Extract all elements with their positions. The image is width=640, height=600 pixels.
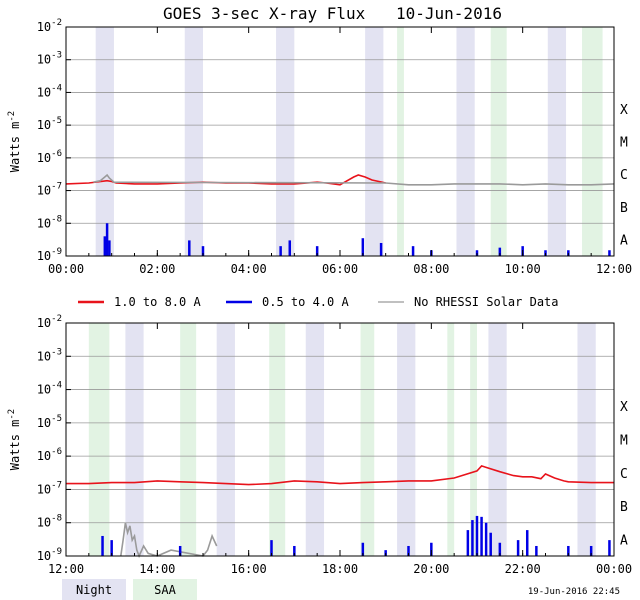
y-tick-label: 10-4 [37, 83, 62, 99]
y-tick-label: 10-3 [37, 51, 62, 67]
series-line-no-rhessi [93, 173, 615, 186]
flare-class-label: A [620, 533, 628, 548]
legend-label: 0.5 to 4.0 A [262, 295, 349, 309]
flare-class-label: M [620, 434, 628, 449]
x-tick-label: 08:00 [413, 262, 449, 276]
y-tick-label: 10-2 [37, 314, 62, 330]
saa-band [269, 323, 286, 556]
saa-band [470, 323, 477, 556]
x-tick-label: 12:00 [596, 262, 632, 276]
night-band [125, 323, 144, 556]
shading-legend-label: Night [76, 583, 112, 597]
night-band [276, 27, 295, 256]
x-tick-label: 00:00 [48, 262, 84, 276]
plot-frame [65, 26, 615, 257]
saa-band [447, 323, 455, 556]
shading-legend-swatch [62, 579, 126, 600]
y-tick-label: 10-2 [37, 18, 62, 34]
night-band [365, 27, 384, 256]
shading-legend-swatch [133, 579, 197, 600]
x-tick-label: 20:00 [413, 562, 449, 576]
plot-frame [65, 322, 615, 557]
footer-timestamp: 19-Jun-2016 22:45 [528, 587, 620, 597]
flare-class-label: M [620, 136, 628, 151]
x-tick-label: 06:00 [322, 262, 358, 276]
night-band [577, 323, 596, 556]
y-tick-label: 10-4 [37, 381, 62, 397]
flare-class-label: A [620, 234, 628, 249]
y-axis-label: Watts m-2 [7, 111, 22, 172]
y-tick-label: 10-3 [37, 347, 62, 363]
y-tick-label: 10-5 [37, 116, 62, 132]
bottom-panel: 10-2 10-3 10-4 10-5 10-6 10-7 10-8 10-9 X M C B A 12:… [7, 314, 632, 576]
night-band [456, 27, 475, 256]
series-line-long-channel [66, 464, 614, 486]
y-tick-label: 10-7 [37, 480, 62, 496]
night-band [397, 323, 416, 556]
x-tick-label: 02:00 [139, 262, 175, 276]
x-tick-label: 22:00 [505, 562, 541, 576]
flare-class-label: C [620, 467, 628, 482]
shading-legend-label: SAA [154, 583, 176, 597]
y-tick-label: 10-5 [37, 414, 62, 430]
top-panel: 10-2 10-3 10-4 10-5 10-6 10-7 10-8 10-9 X M C B A 00:… [7, 18, 632, 276]
saa-band [582, 27, 603, 256]
night-band [547, 27, 567, 256]
saa-band [397, 27, 404, 256]
legend-label: No RHESSI Solar Data [414, 295, 559, 309]
saa-band [490, 27, 507, 256]
y-tick-label: 10-8 [37, 214, 62, 230]
y-tick-label: 10-9 [37, 547, 62, 563]
y-tick-label: 10-7 [37, 182, 62, 198]
y-tick-label: 10-8 [37, 514, 62, 530]
y-tick-label: 10-6 [37, 447, 62, 463]
x-tick-label: 16:00 [231, 562, 267, 576]
saa-band [180, 323, 197, 556]
chart-title: GOES 3-sec X-ray Flux [163, 4, 366, 23]
x-tick-label: 12:00 [48, 562, 84, 576]
flare-class-label: X [620, 400, 628, 415]
flare-class-label: B [620, 201, 628, 216]
x-tick-label: 00:00 [596, 562, 632, 576]
chart-date: 10-Jun-2016 [396, 4, 502, 23]
night-band [216, 323, 235, 556]
series-legend: 1.0 to 8.0 A 0.5 to 4.0 A No RHESSI Solar … [78, 295, 559, 309]
x-tick-label: 10:00 [505, 262, 541, 276]
saa-band [88, 323, 110, 556]
shading-legend: Night SAA [62, 579, 197, 600]
y-axis-label: Watts m-2 [7, 409, 22, 470]
flare-class-label: C [620, 168, 628, 183]
x-tick-label: 04:00 [231, 262, 267, 276]
legend-label: 1.0 to 8.0 A [114, 295, 201, 309]
saa-band [360, 323, 375, 556]
night-band [488, 323, 507, 556]
y-tick-label: 10-6 [37, 149, 62, 165]
x-tick-label: 14:00 [139, 562, 175, 576]
x-tick-label: 18:00 [322, 562, 358, 576]
night-band [184, 27, 203, 256]
y-tick-label: 10-9 [37, 247, 62, 263]
night-band [305, 323, 325, 556]
flare-class-label: X [620, 103, 628, 118]
flare-class-label: B [620, 500, 628, 515]
night-band [95, 27, 114, 256]
